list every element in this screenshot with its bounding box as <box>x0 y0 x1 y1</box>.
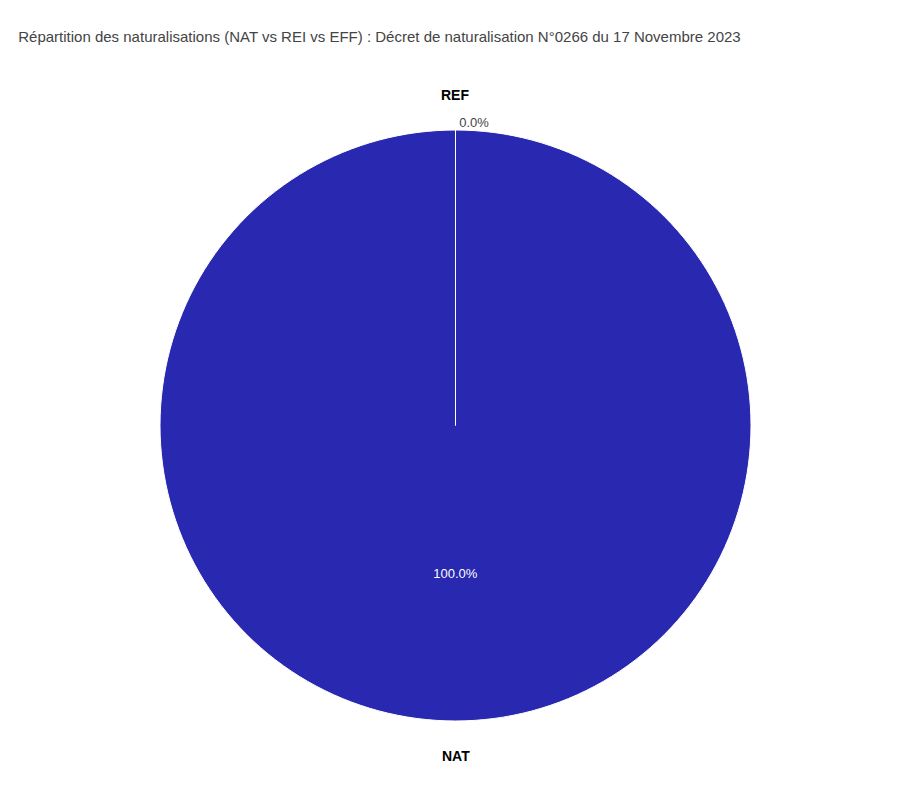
svg-text:Répartition des naturalisation: Répartition des naturalisations (NAT vs … <box>18 28 740 45</box>
svg-text:0.0%: 0.0% <box>459 115 489 130</box>
svg-text:100.0%: 100.0% <box>433 566 478 581</box>
svg-text:NAT: NAT <box>442 748 470 764</box>
svg-text:REF: REF <box>441 87 469 103</box>
